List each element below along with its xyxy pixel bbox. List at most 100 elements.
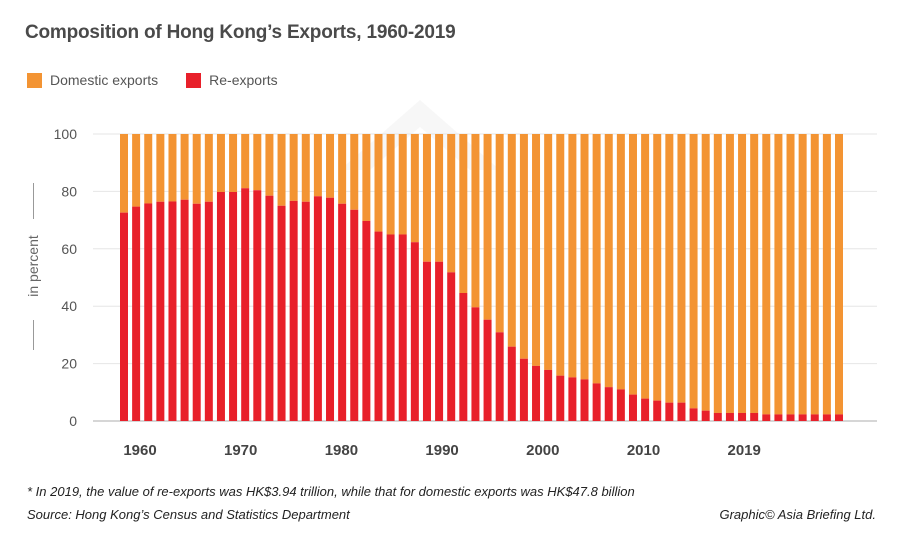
bar-domestic-exports-2004: [653, 134, 662, 401]
bar-group-1966: [192, 134, 201, 421]
bar-re-exports-2000: [604, 387, 613, 421]
bar-re-exports-2017: [810, 414, 819, 421]
bar-domestic-exports-1981: [374, 134, 383, 232]
bar-domestic-exports-2001: [616, 134, 625, 390]
bar-domestic-exports-1979: [350, 134, 359, 210]
bar-re-exports-1996: [556, 375, 565, 421]
bar-group-2017: [810, 134, 819, 421]
bar-group-1998: [580, 134, 589, 421]
bar-re-exports-2001: [616, 389, 625, 421]
bar-group-1960: [120, 134, 128, 421]
bar-re-exports-1968: [216, 191, 225, 421]
bar-domestic-exports-1993: [519, 134, 528, 359]
chart-title: Composition of Hong Kong’s Exports, 1960…: [25, 22, 456, 43]
bar-re-exports-2018: [822, 414, 831, 421]
legend-label-domestic-exports: Domestic exports: [50, 72, 159, 88]
bar-domestic-exports-1961: [132, 134, 141, 207]
legend-item-re-exports: Re-exports: [186, 72, 278, 88]
bar-domestic-exports-1988: [459, 134, 468, 293]
bar-re-exports-1989: [471, 307, 480, 421]
bar-domestic-exports-2016: [798, 134, 807, 415]
bar-group-1981: [374, 134, 383, 421]
bar-domestic-exports-1992: [507, 134, 516, 347]
bar-re-exports-2004: [653, 400, 662, 421]
bar-group-1999: [592, 134, 601, 421]
y-tick-label: 100: [54, 126, 78, 142]
bar-group-1993: [519, 134, 528, 421]
bar-group-1996: [556, 134, 565, 421]
bar-group-2011: [738, 134, 747, 421]
legend-swatch-domestic-exports: [27, 72, 42, 88]
legend: Domestic exports Re-exports: [27, 72, 306, 88]
bar-domestic-exports-1996: [556, 134, 565, 376]
bar-re-exports-2007: [689, 408, 698, 421]
bar-re-exports-1992: [507, 346, 516, 421]
bar-re-exports-1969: [229, 191, 238, 421]
bar-group-1985: [422, 134, 431, 421]
bar-group-2016: [798, 134, 807, 421]
bar-group-2004: [653, 134, 662, 421]
bar-re-exports-1987: [447, 272, 456, 421]
bar-domestic-exports-2007: [689, 134, 698, 409]
y-tick-label: 80: [61, 183, 77, 199]
bar-group-1969: [229, 134, 238, 421]
bar-re-exports-2015: [786, 414, 795, 421]
bar-domestic-exports-2006: [677, 134, 686, 403]
bar-re-exports-2005: [665, 402, 674, 421]
bar-re-exports-1965: [180, 199, 189, 421]
bar-re-exports-1982: [386, 234, 395, 421]
bar-domestic-exports-1964: [168, 134, 177, 202]
bar-domestic-exports-2014: [774, 134, 783, 415]
bar-group-1971: [253, 134, 262, 421]
bar-domestic-exports-1983: [398, 134, 407, 235]
bar-group-1962: [144, 134, 153, 421]
bar-group-1990: [483, 134, 492, 421]
bar-domestic-exports-1976: [313, 134, 322, 197]
bar-domestic-exports-1984: [410, 134, 419, 243]
bar-domestic-exports-1967: [204, 134, 213, 202]
bar-group-2006: [677, 134, 686, 421]
bar-domestic-exports-1975: [301, 134, 310, 202]
bar-domestic-exports-1972: [265, 134, 274, 196]
bar-re-exports-2006: [677, 402, 686, 421]
bar-group-2005: [665, 134, 674, 421]
x-tick-label: 1970: [224, 442, 257, 459]
bar-re-exports-1985: [422, 261, 431, 421]
bar-group-2010: [725, 134, 734, 421]
bar-domestic-exports-1986: [435, 134, 444, 262]
bar-re-exports-1966: [192, 203, 201, 421]
y-tick-label: 20: [61, 356, 77, 372]
bar-re-exports-1962: [144, 203, 153, 421]
x-tick-labels: 1960 1970 1980 1990 2000 2010 2019: [123, 442, 761, 459]
bar-domestic-exports-2011: [738, 134, 747, 413]
bar-group-1992: [507, 134, 516, 421]
x-tick-label: 2000: [526, 442, 559, 459]
bar-re-exports-2008: [701, 410, 710, 421]
bar-group-2002: [628, 134, 637, 421]
bar-domestic-exports-2009: [713, 134, 722, 413]
bar-domestic-exports-1989: [471, 134, 480, 308]
bar-group-1970: [241, 134, 250, 421]
bar-domestic-exports-1990: [483, 134, 492, 320]
footnote: * In 2019, the value of re-exports was H…: [27, 484, 635, 499]
bar-re-exports-2014: [774, 414, 783, 421]
bar-group-1975: [301, 134, 310, 421]
bar-group-2009: [713, 134, 722, 421]
source-note: Source: Hong Kong’s Census and Statistic…: [27, 507, 350, 522]
x-tick-label: 2010: [627, 442, 660, 459]
bar-domestic-exports-1987: [447, 134, 456, 273]
y-tick-label: 40: [61, 298, 77, 314]
bar-domestic-exports-2015: [786, 134, 795, 415]
bar-domestic-exports-1978: [338, 134, 347, 204]
bar-domestic-exports-1985: [422, 134, 431, 262]
bar-domestic-exports-1998: [580, 134, 589, 380]
bar-re-exports-1984: [410, 242, 419, 421]
bar-domestic-exports-1966: [192, 134, 201, 204]
bar-domestic-exports-2002: [628, 134, 637, 395]
bar-domestic-exports-1971: [253, 134, 262, 191]
bar-re-exports-1960: [120, 212, 128, 421]
bar-domestic-exports-2010: [725, 134, 734, 413]
bar-re-exports-2016: [798, 414, 807, 421]
chart-plot: 0 20 40 60 80 100 1960 1970 1980 1990 2000 2010 201…: [53, 126, 877, 459]
bar-re-exports-1998: [580, 379, 589, 421]
